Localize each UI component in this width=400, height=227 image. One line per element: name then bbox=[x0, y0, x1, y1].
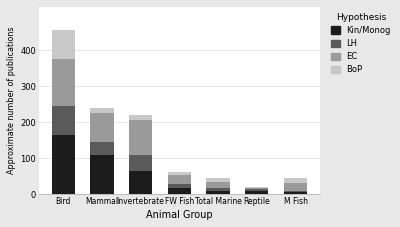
Bar bbox=[168, 172, 191, 175]
Bar bbox=[245, 188, 268, 190]
Bar bbox=[168, 184, 191, 188]
Bar bbox=[90, 155, 114, 194]
Bar bbox=[129, 120, 152, 155]
Bar bbox=[90, 113, 114, 142]
Bar bbox=[284, 178, 307, 183]
Bar bbox=[206, 178, 230, 182]
Legend: Kin/Monog, LH, EC, BoP: Kin/Monog, LH, EC, BoP bbox=[330, 11, 392, 76]
Bar bbox=[284, 190, 307, 192]
Bar bbox=[52, 135, 75, 194]
Bar bbox=[129, 155, 152, 171]
Y-axis label: Approximate number of publications: Approximate number of publications bbox=[7, 27, 16, 174]
Bar bbox=[52, 59, 75, 106]
Bar bbox=[52, 30, 75, 59]
Bar bbox=[206, 188, 230, 191]
Bar bbox=[168, 175, 191, 184]
Bar bbox=[284, 183, 307, 190]
Bar bbox=[284, 192, 307, 194]
Bar bbox=[129, 115, 152, 120]
Bar bbox=[245, 187, 268, 188]
X-axis label: Animal Group: Animal Group bbox=[146, 210, 213, 220]
Bar bbox=[206, 191, 230, 194]
Bar bbox=[168, 188, 191, 194]
Bar bbox=[129, 171, 152, 194]
Bar bbox=[206, 182, 230, 188]
Bar bbox=[52, 106, 75, 135]
Bar bbox=[245, 190, 268, 194]
Bar bbox=[90, 142, 114, 155]
Bar bbox=[90, 108, 114, 113]
